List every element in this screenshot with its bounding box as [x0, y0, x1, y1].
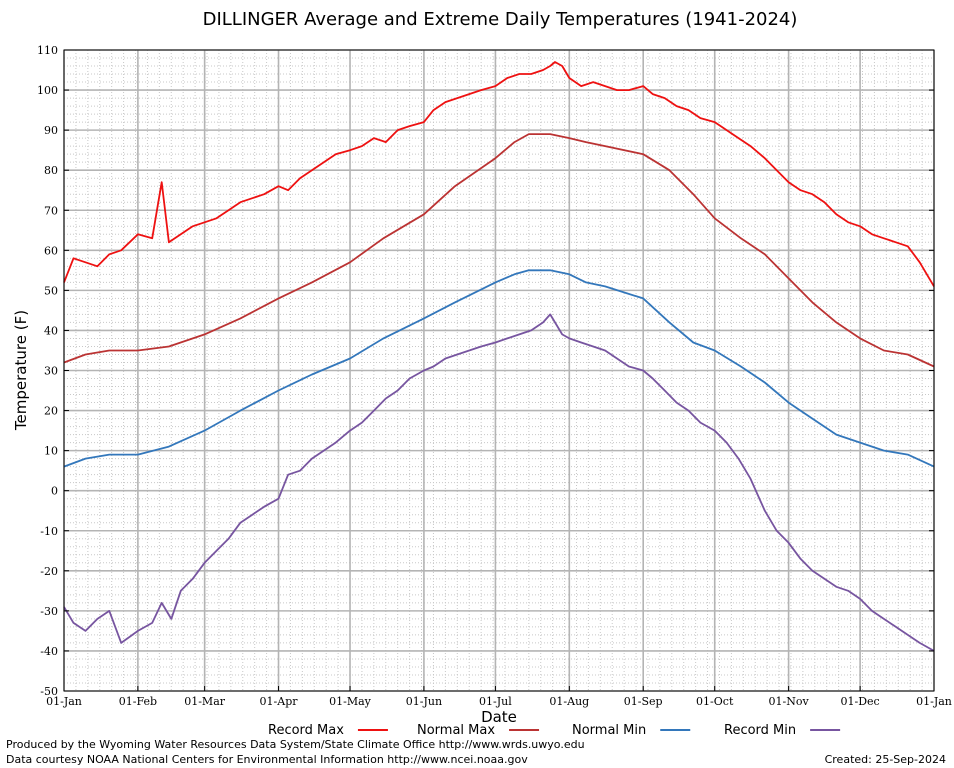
series-line-record-min [63, 313, 935, 652]
y-tick-label: 50 [44, 284, 58, 297]
x-axis-label: Date [481, 708, 517, 726]
y-tick-label: 80 [44, 164, 58, 177]
y-axis-ticks: -50 -40 -30 -20 -10 0 10 20 30 40 50 60 70 80 90 100 110 [37, 44, 934, 698]
footer-data-courtesy: Data courtesy NOAA National Centers for … [6, 753, 528, 766]
x-tick-label: 01-May [329, 695, 372, 708]
y-tick-label: 60 [44, 244, 58, 257]
y-axis-label: Temperature (F) [12, 310, 30, 431]
chart-title: DILLINGER Average and Extreme Daily Temp… [203, 9, 798, 30]
y-tick-label: -30 [40, 605, 58, 618]
y-tick-label: 10 [44, 445, 58, 458]
legend-label: Record Max [268, 723, 344, 738]
minor-grid [63, 50, 935, 691]
y-tick-label: 30 [44, 365, 58, 378]
y-tick-label: 20 [44, 405, 58, 418]
y-tick-label: 70 [44, 204, 58, 217]
x-tick-label: 01-Apr [260, 695, 299, 708]
x-tick-label: 01-Jul [479, 695, 512, 708]
legend-label: Normal Min [572, 723, 646, 738]
y-tick-label: 0 [51, 485, 58, 498]
x-axis-ticks: 01-Jan 01-Feb 01-Mar 01-Apr 01-May 01-Jun 01-J… [46, 686, 952, 708]
x-tick-label: 01-Jun [406, 695, 442, 708]
series-layer [63, 61, 935, 652]
y-tick-label: -40 [40, 645, 58, 658]
series-line-normal-min [63, 269, 935, 468]
legend-label: Record Min [724, 723, 796, 738]
footer-created: Created: 25-Sep-2024 [824, 753, 946, 766]
y-tick-label: -50 [40, 685, 58, 698]
series-line-normal-max [63, 133, 935, 368]
x-tick-label: 01-Oct [696, 695, 734, 708]
x-tick-label: 01-Jan [916, 695, 952, 708]
legend-label: Normal Max [417, 723, 495, 738]
y-tick-label: 100 [37, 84, 58, 97]
x-tick-label: 01-Nov [769, 695, 810, 708]
series-line-record-max [63, 61, 935, 287]
y-tick-label: 90 [44, 124, 58, 137]
y-tick-label: -10 [40, 525, 58, 538]
y-tick-label: 110 [37, 44, 58, 57]
y-tick-label: -20 [40, 565, 58, 578]
x-tick-label: 01-Aug [549, 695, 589, 708]
legend: Record Max Normal Max Normal Min Record Min [268, 723, 841, 738]
x-tick-label: 01-Mar [184, 695, 226, 708]
x-tick-label: 01-Sep [624, 695, 663, 708]
x-tick-label: 01-Feb [119, 695, 157, 708]
footer-produced-by: Produced by the Wyoming Water Resources … [6, 738, 585, 751]
x-tick-label: 01-Jan [46, 695, 82, 708]
x-tick-label: 01-Dec [841, 695, 880, 708]
y-tick-label: 40 [44, 324, 58, 337]
